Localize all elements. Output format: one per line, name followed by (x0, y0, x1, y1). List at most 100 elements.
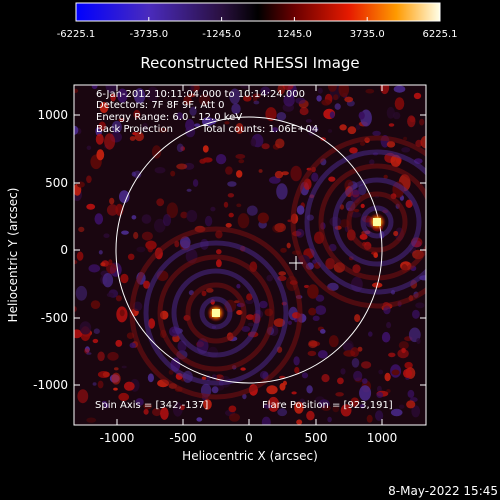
noise-blob (325, 258, 335, 270)
noise-blob (328, 335, 339, 348)
noise-blob (353, 370, 363, 382)
noise-blob (236, 283, 241, 289)
noise-blob (277, 408, 288, 417)
spin-axis: Spin Axis = [342,-137] (95, 400, 208, 411)
noise-blob (386, 389, 391, 393)
noise-blob (86, 352, 92, 355)
total-counts: Total counts: 1.06E+04 (201, 124, 318, 135)
noise-blob (358, 111, 365, 120)
noise-blob (176, 143, 184, 153)
noise-blob (180, 211, 188, 219)
noise-blob (271, 127, 279, 133)
image-area (74, 85, 426, 425)
noise-blob (223, 201, 229, 208)
noise-blob (240, 85, 250, 90)
noise-blob (362, 378, 368, 384)
ring-artifact (360, 205, 394, 239)
noise-blob (189, 106, 197, 116)
flare-source-limb-core (373, 218, 381, 226)
noise-blob (369, 159, 375, 166)
y-axis-label: Heliocentric Y (arcsec) (6, 188, 20, 323)
noise-blob (74, 88, 79, 93)
noise-blob (321, 99, 331, 106)
noise-blob (121, 230, 129, 235)
noise-blob (93, 328, 100, 335)
noise-blob (215, 154, 227, 165)
noise-blob (295, 228, 305, 238)
noise-blob (329, 111, 335, 119)
noise-blob (166, 202, 178, 218)
noise-blob (359, 233, 368, 240)
noise-blob (280, 247, 287, 253)
noise-blob (98, 250, 103, 255)
ring-artifact (346, 191, 408, 253)
noise-blob (378, 369, 384, 375)
noise-blob (391, 369, 400, 376)
noise-blob (360, 203, 365, 209)
noise-blob (216, 259, 222, 268)
noise-blob (406, 400, 416, 409)
noise-blob (278, 271, 287, 276)
noise-blob (228, 405, 237, 413)
noise-blob (398, 341, 409, 350)
y-tick-label: -500 (41, 311, 68, 325)
noise-blob (274, 170, 284, 179)
noise-blob (372, 130, 381, 136)
noise-blob (201, 376, 207, 381)
noise-blob (86, 417, 97, 423)
noise-blob (373, 252, 379, 258)
noise-blob (276, 183, 288, 200)
noise-blob (143, 403, 152, 410)
noise-blob (114, 367, 119, 371)
y-tick-label: 500 (45, 176, 68, 190)
noise-blob (315, 305, 327, 315)
noise-blob (294, 401, 304, 414)
noise-blob (246, 205, 258, 216)
noise-blob (74, 329, 83, 339)
noise-blob (351, 358, 360, 368)
noise-blob (141, 231, 153, 241)
noise-blob (276, 112, 287, 121)
noise-blob (376, 392, 384, 398)
noise-blob (211, 386, 219, 394)
noise-blob (416, 338, 421, 344)
noise-blob (192, 179, 199, 187)
noise-blob (131, 215, 137, 220)
noise-blob (143, 280, 151, 289)
noise-blob (259, 370, 269, 380)
noise-blob (415, 302, 425, 309)
noise-blob (327, 85, 337, 92)
noise-blob (86, 203, 96, 210)
noise-blob (355, 124, 361, 131)
noise-blob (257, 212, 269, 224)
noise-blob (183, 95, 192, 105)
noise-blob (152, 408, 162, 417)
noise-blob (253, 100, 260, 105)
noise-blob (92, 338, 99, 344)
noise-blob (115, 295, 122, 302)
noise-blob (390, 154, 402, 167)
noise-blob (365, 88, 375, 94)
noise-blob (236, 203, 242, 208)
noise-blob (344, 96, 354, 103)
noise-blob (258, 169, 263, 173)
noise-blob (229, 88, 241, 105)
noise-blob (287, 320, 292, 325)
noise-blob (359, 141, 366, 146)
noise-blob (340, 368, 346, 375)
noise-blob (337, 377, 344, 385)
noise-blob (162, 214, 172, 227)
noise-blob (397, 348, 409, 359)
noise-blob (242, 393, 247, 400)
noise-blob (143, 408, 149, 415)
noise-blob (404, 361, 413, 369)
noise-blob (307, 284, 319, 299)
noise-blob (401, 147, 411, 153)
colorbar-ticks: -6225.1 -3735.0 -1245.0 1245.0 3735.0 6225.1 (57, 17, 458, 40)
noise-blob (225, 166, 233, 175)
ring-artifact (304, 149, 426, 295)
noise-blob (176, 112, 184, 120)
noise-blob (121, 365, 127, 369)
noise-blob (419, 118, 425, 126)
noise-blob (335, 392, 344, 397)
